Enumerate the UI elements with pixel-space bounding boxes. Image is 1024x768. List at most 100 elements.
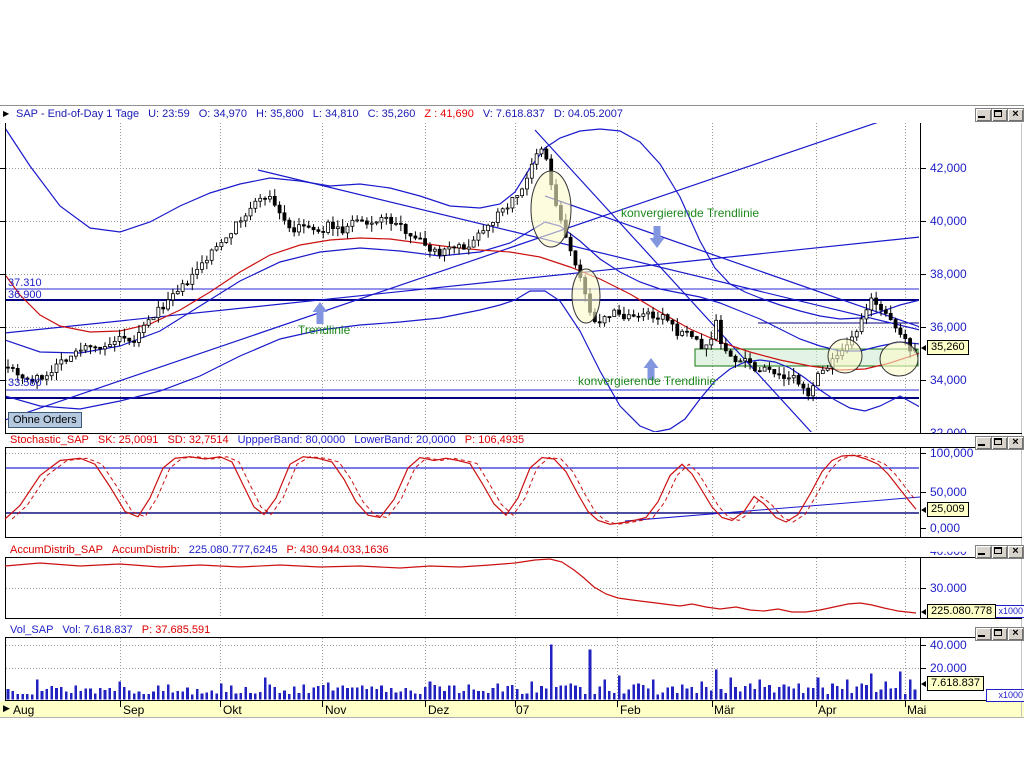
accumdistrib-box-pointer-icon xyxy=(921,609,926,615)
axis-label-price: 42,000 xyxy=(930,161,967,175)
close-icon: × xyxy=(1012,436,1019,448)
price-level-label: 36.900 xyxy=(8,289,42,301)
maximize-icon xyxy=(994,438,1002,445)
price-panel-frame xyxy=(0,122,1022,434)
axis-label-price: 36,000 xyxy=(930,320,967,334)
header-segment: UppperBand: 80,0000 xyxy=(237,434,346,446)
highlight-ellipse xyxy=(879,341,919,377)
axis-label-stochastic: 50,000 xyxy=(930,485,967,499)
strip-arrow-icon[interactable]: ▶ xyxy=(3,703,10,713)
month-label-Mär: Mär xyxy=(714,703,735,717)
window-minimize-button[interactable] xyxy=(975,108,992,122)
volume-maximize-button[interactable] xyxy=(991,627,1008,641)
header-segment: AccumDistrib: xyxy=(111,544,180,556)
close-icon: × xyxy=(1012,108,1019,120)
accumdistrib-plot-content xyxy=(4,558,917,614)
stochastic-maximize-button[interactable] xyxy=(991,436,1008,450)
header-segment: O: 34,970 xyxy=(198,108,248,120)
maximize-icon xyxy=(994,547,1002,554)
minimize-icon xyxy=(978,635,985,637)
stochastic-panel-header: Stochastic_SAP SK: 25,0091 SD: 32,7514 Uppp… xyxy=(0,434,920,447)
down-arrow-icon xyxy=(649,226,665,248)
accumdistrib-minimize-button[interactable] xyxy=(975,545,992,559)
month-label-Feb: Feb xyxy=(620,703,641,717)
close-icon: × xyxy=(1012,627,1019,639)
header-segment: 225.080.777,6245 xyxy=(188,544,278,556)
header-segment: SAP - End-of-Day 1 Tage xyxy=(16,108,140,120)
price-level-label: 33.580 xyxy=(8,377,42,389)
volume-value-box: 7.618.837 xyxy=(927,676,984,691)
window-right-edge xyxy=(1021,105,1022,718)
up-arrow-icon xyxy=(643,358,659,380)
header-segment: LowerBand: 20,0000 xyxy=(354,434,456,446)
month-label-Aug: Aug xyxy=(13,703,35,717)
accumdistrib-close-button[interactable]: × xyxy=(1007,545,1024,559)
header-segment: AccumDistrib_SAP xyxy=(10,544,103,556)
volume-close-button[interactable]: × xyxy=(1007,627,1024,641)
ohne-orders-button[interactable]: Ohne Orders xyxy=(8,412,82,428)
titlebar-text: SAP - End-of-Day 1 Tage U: 23:59 O: 34,970… xyxy=(16,108,632,120)
up-arrow-icon xyxy=(312,302,328,324)
stochastic-plot-content xyxy=(4,454,921,525)
axis-label-accumdistrib: 40.000 xyxy=(930,544,967,558)
header-segment: Vol: 7.618.837 xyxy=(62,624,133,636)
volume-multiplier-box: x1000 xyxy=(986,689,1024,702)
axis-label-volume: 40.000 xyxy=(930,638,967,652)
header-segment: Vol_SAP xyxy=(10,624,54,636)
month-label-Sep: Sep xyxy=(123,703,145,717)
minimize-icon xyxy=(978,553,985,555)
highlight-ellipse xyxy=(530,170,572,248)
axis-label-price: 34,000 xyxy=(930,373,967,387)
axis-label-stochastic: 100,000 xyxy=(930,446,974,460)
axis-label-price: 40,000 xyxy=(930,214,967,228)
accumdistrib-value-box: 225.080.778 xyxy=(927,604,997,619)
header-segment: SK: 25,0091 xyxy=(97,434,159,446)
header-segment: D: 04.05.2007 xyxy=(553,108,623,120)
header-segment: H: 35,800 xyxy=(256,108,304,120)
maximize-icon xyxy=(994,629,1002,636)
header-segment: Stochastic_SAP xyxy=(10,434,89,446)
month-label-Dez: Dez xyxy=(428,703,450,717)
axis-label-accumdistrib: 30.000 xyxy=(930,581,967,595)
volume-plot-content xyxy=(6,644,917,700)
highlight-ellipse xyxy=(827,338,863,374)
konvergierende-trendlinie-bottom-label: konvergierende Trendlinie xyxy=(578,374,717,388)
highlight-ellipse xyxy=(571,268,601,324)
minimize-icon xyxy=(978,444,985,446)
month-label-Nov: Nov xyxy=(325,703,347,717)
header-segment: L: 34,810 xyxy=(312,108,359,120)
window-close-button[interactable]: × xyxy=(1007,108,1024,122)
price-box-pointer-icon xyxy=(921,345,926,351)
month-label-07: 07 xyxy=(516,703,530,717)
accumdistrib-panel-frame xyxy=(5,557,1022,619)
stochastic-box-pointer-icon xyxy=(921,507,926,513)
stochastic-panel-frame xyxy=(5,447,1022,538)
stochastic-close-button[interactable]: × xyxy=(1007,436,1024,450)
window-maximize-button[interactable] xyxy=(991,108,1008,122)
month-label-Okt: Okt xyxy=(223,703,242,717)
accumdistrib-maximize-button[interactable] xyxy=(991,545,1008,559)
axis-label-stochastic: 0,000 xyxy=(930,521,961,535)
price-plot-content xyxy=(6,123,919,432)
header-segment: P: 106,4935 xyxy=(464,434,525,446)
axis-label-price: 32,000 xyxy=(930,426,967,440)
volume-minimize-button[interactable] xyxy=(975,627,992,641)
header-segment: Z : 41,690 xyxy=(424,108,474,120)
main-titlebar: ▶ SAP - End-of-Day 1 Tage U: 23:59 O: 34,9… xyxy=(0,105,1024,123)
price-value-box: 35,260 xyxy=(927,340,969,355)
trendlinie-label: Trendlinie xyxy=(298,323,351,337)
header-segment: V: 7.618.837 xyxy=(482,108,545,120)
stochastic-value-box: 25,009 xyxy=(927,502,969,517)
header-segment: P: 37.685.591 xyxy=(141,624,211,636)
axis-label-volume: 20.000 xyxy=(930,661,967,675)
titlebar-arrow-icon[interactable]: ▶ xyxy=(3,109,10,118)
minimize-icon xyxy=(978,116,985,118)
accumdistrib-panel-header: AccumDistrib_SAP AccumDistrib: 225.080.777… xyxy=(0,544,920,557)
stochastic-minimize-button[interactable] xyxy=(975,436,992,450)
header-segment: SD: 32,7514 xyxy=(167,434,229,446)
header-segment: P: 430.944.033,1636 xyxy=(286,544,389,556)
price-level-label: 37.310 xyxy=(8,277,42,289)
month-label-Apr: Apr xyxy=(818,703,837,717)
